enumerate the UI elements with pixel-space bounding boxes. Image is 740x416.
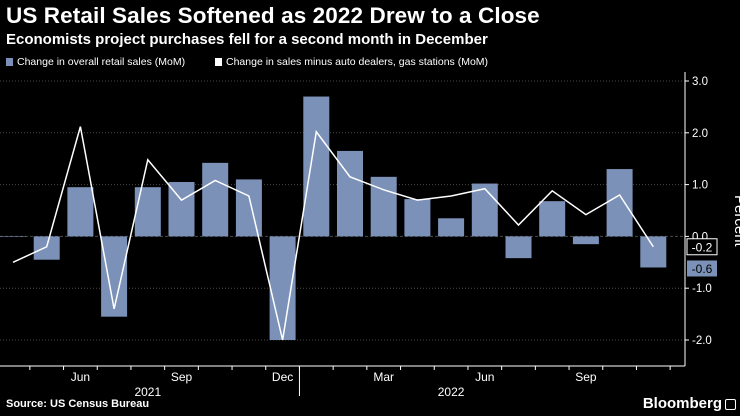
- x-tick-label: Sep: [171, 370, 193, 384]
- legend-item-overall-sales: Change in overall retail sales (MoM): [6, 56, 185, 68]
- y-tick-label: 2.0: [692, 128, 708, 140]
- bar-jun-2021: [67, 187, 94, 237]
- end-value-label: -0.6: [687, 260, 717, 277]
- bar-apr-2022: [404, 199, 431, 237]
- bar-may-2021: [33, 236, 60, 260]
- chart-title: US Retail Sales Softened as 2022 Drew to…: [6, 3, 540, 28]
- end-value-label: -0.2: [686, 238, 718, 256]
- bar-jan-2022: [303, 96, 330, 237]
- x-tick-label: Jun: [475, 370, 494, 384]
- end-label-text: -0.2: [692, 240, 713, 254]
- chart-subtitle: Economists project purchases fell for a …: [6, 31, 488, 48]
- x-year-label: 2022: [438, 385, 465, 399]
- bar-oct-2021: [202, 162, 229, 237]
- bar-sep-2021: [168, 182, 195, 237]
- end-label-box: [687, 260, 717, 277]
- bar-may-2022: [438, 218, 465, 237]
- x-tick-label: Jun: [71, 370, 90, 384]
- line-series: [12, 126, 654, 341]
- brand-logo-text: Bloomberg: [642, 395, 722, 412]
- legend-item-ex-auto-gas: Change in sales minus auto dealers, gas …: [215, 56, 488, 68]
- bloomberg-icon: [725, 399, 736, 410]
- y-tick-label: -2.0: [692, 335, 712, 347]
- x-year-label: 2021: [134, 385, 161, 399]
- bar-nov-2021: [235, 179, 262, 237]
- x-tick-label: Mar: [373, 370, 394, 384]
- bar-aug-2022: [539, 201, 566, 237]
- legend-swatch-bar: [6, 58, 13, 66]
- source-note: Source: US Census Bureau: [6, 398, 150, 410]
- x-tick-label: Sep: [575, 370, 597, 384]
- bar-jul-2021: [101, 236, 128, 317]
- legend-swatch-line: [215, 58, 222, 66]
- legend-label-overall-sales: Change in overall retail sales (MoM): [17, 56, 186, 68]
- y-tick-label: 1.0: [692, 180, 708, 192]
- bar-sep-2022: [572, 236, 599, 245]
- legend-label-ex-auto-gas: Change in sales minus auto dealers, gas …: [226, 56, 489, 68]
- end-label-text: -0.6: [692, 262, 713, 276]
- y-tick-label: -1.0: [692, 283, 712, 295]
- end-label-box: [686, 238, 718, 256]
- bar-nov-2022: [640, 236, 667, 268]
- y-axis-title: Percent: [731, 195, 740, 248]
- bar-oct-2022: [606, 169, 633, 237]
- x-tick-label: Dec: [272, 370, 293, 384]
- y-tick-label: 3.0: [692, 76, 708, 88]
- bar-jul-2022: [505, 236, 532, 259]
- bar-jun-2022: [471, 183, 498, 237]
- bar-apr-2021: [0, 236, 26, 237]
- bar-aug-2021: [134, 187, 161, 237]
